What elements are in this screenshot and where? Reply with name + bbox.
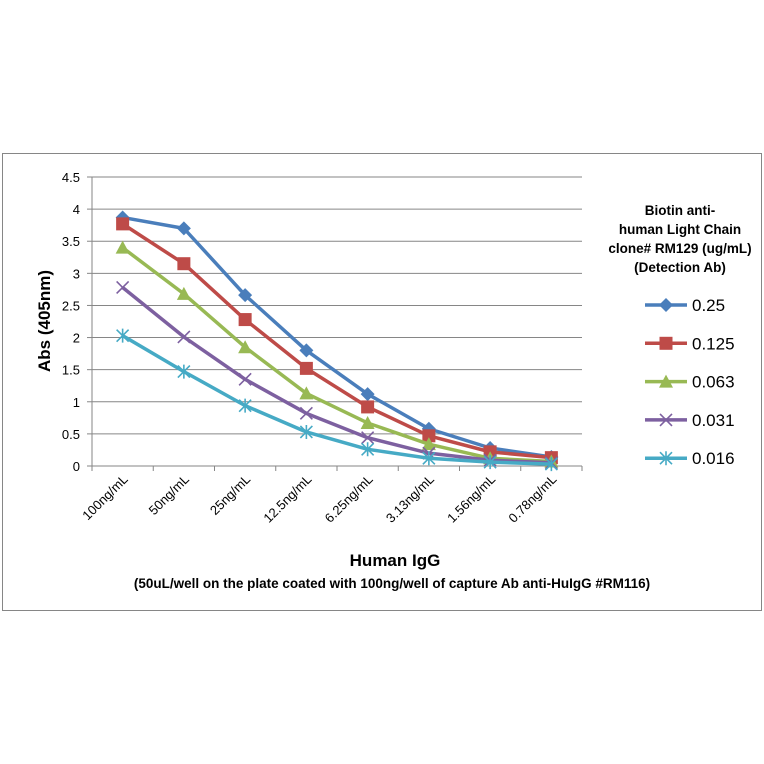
x-tick-label: 6.25ng/mL [322,472,376,526]
data-point [238,340,253,354]
x-axis-sublabel: (50uL/well on the plate coated with 100n… [134,576,650,591]
legend-marker [659,451,673,466]
data-point [238,288,253,303]
y-tick-label: 3 [73,266,80,281]
legend-marker [659,374,673,388]
legend-label: 0.016 [692,449,735,468]
legend-label: 0.25 [692,296,725,315]
y-tick-label: 0.5 [62,427,80,442]
data-point [176,286,191,300]
y-tick-label: 1.5 [62,363,80,378]
data-point [116,217,130,231]
legend-label: 0.031 [692,411,735,430]
x-tick-label: 0.78ng/mL [505,472,559,526]
data-point [361,400,375,414]
data-point [177,364,191,379]
series-line-0.063 [121,246,552,464]
y-tick-label: 2 [73,331,80,346]
x-tick-label: 25ng/mL [207,472,253,518]
x-tick-label: 1.56ng/mL [444,472,498,526]
legend-title: (Detection Ab) [634,260,726,275]
series-line-0.25 [122,215,552,459]
data-point [116,280,130,295]
y-axis-label: Abs (405nm) [35,270,54,372]
series-line-0.016 [121,334,552,466]
data-point [116,328,130,343]
data-point [422,451,436,466]
y-tick-label: 3.5 [62,234,80,249]
data-point [238,372,252,386]
data-point [299,343,314,358]
series-line-0.125 [121,222,552,460]
legend-marker [659,413,673,427]
data-point [421,437,436,451]
legend-marker [659,336,673,350]
data-point [176,221,191,236]
x-tick-label: 12.5ng/mL [260,472,314,526]
series-line-0.031 [121,286,552,465]
data-point [299,424,313,439]
data-point [360,415,375,429]
y-tick-label: 4 [73,202,80,217]
data-point [238,398,252,413]
data-point [544,457,558,472]
data-point [299,406,313,420]
data-point [422,429,436,443]
legend-title: Biotin anti- [645,203,716,218]
legend-title: clone# RM129 (ug/mL) [608,241,751,256]
y-tick-label: 1 [73,395,80,410]
data-point [299,361,313,375]
y-tick-label: 4.5 [62,170,80,185]
data-point [177,330,191,344]
legend-label: 0.125 [692,334,735,353]
data-point [115,240,130,254]
x-tick-label: 3.13ng/mL [383,472,437,526]
legend-marker [659,298,673,312]
data-point [177,257,191,271]
x-axis-label: Human IgG [350,551,441,570]
legend-title: human Light Chain [619,222,741,237]
data-point [483,455,497,470]
legend-label: 0.063 [692,373,735,392]
data-point [238,313,252,327]
x-tick-label: 100ng/mL [79,472,130,523]
x-tick-label: 50ng/mL [146,472,192,518]
y-tick-label: 2.5 [62,298,80,313]
y-tick-label: 0 [73,459,80,474]
data-point [361,442,375,457]
data-point [361,431,375,445]
data-point [299,386,314,400]
data-point [360,387,375,402]
